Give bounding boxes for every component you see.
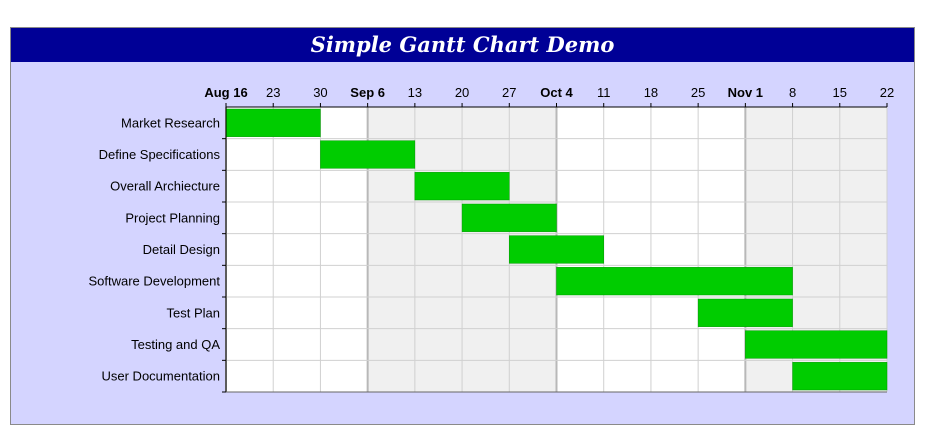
task-label: Project Planning [125, 210, 220, 225]
task-bar [225, 108, 321, 137]
task-bar [697, 298, 793, 327]
chart-title: Simple Gantt Chart Demo [310, 32, 615, 57]
x-tick-label: 22 [880, 85, 894, 100]
task-bar [792, 362, 888, 391]
x-tick-label: 18 [644, 85, 658, 100]
x-tick-label: 27 [502, 85, 516, 100]
x-tick-label: 20 [455, 85, 469, 100]
task-label: Overall Archiecture [110, 179, 220, 194]
task-label: Test Plan [167, 305, 220, 320]
task-label: Market Research [121, 115, 220, 130]
task-label: Define Specifications [99, 147, 221, 162]
x-tick-label: 23 [266, 85, 280, 100]
task-label: Testing and QA [131, 337, 220, 352]
task-label: Software Development [88, 274, 220, 289]
x-tick-label: Nov 1 [728, 85, 763, 100]
x-tick-label: 15 [833, 85, 847, 100]
x-tick-label: 13 [408, 85, 422, 100]
task-bar [461, 203, 557, 232]
x-tick-label: 8 [789, 85, 796, 100]
x-tick-label: 25 [691, 85, 705, 100]
title-bar: Simple Gantt Chart Demo [11, 28, 914, 62]
task-bar [556, 267, 793, 296]
task-bar [509, 235, 604, 264]
x-tick-label: 30 [313, 85, 327, 100]
task-bar [320, 140, 416, 169]
task-label: Detail Design [143, 242, 220, 257]
x-tick-label: Sep 6 [350, 85, 385, 100]
task-bar [414, 172, 510, 201]
chart-frame: Simple Gantt Chart Demo Aug 16 23 30 Sep 6 1… [10, 27, 915, 425]
x-tick-label: Aug 16 [204, 85, 247, 100]
x-tick-label: 11 [597, 85, 611, 100]
x-tick-label: Oct 4 [540, 85, 573, 100]
gantt-chart: Aug 16 23 30 Sep 6 13 20 27 Oct 4 11 18 25 Nov 1 8 15… [88, 85, 894, 393]
task-bar [745, 330, 888, 359]
task-label: User Documentation [102, 369, 221, 384]
